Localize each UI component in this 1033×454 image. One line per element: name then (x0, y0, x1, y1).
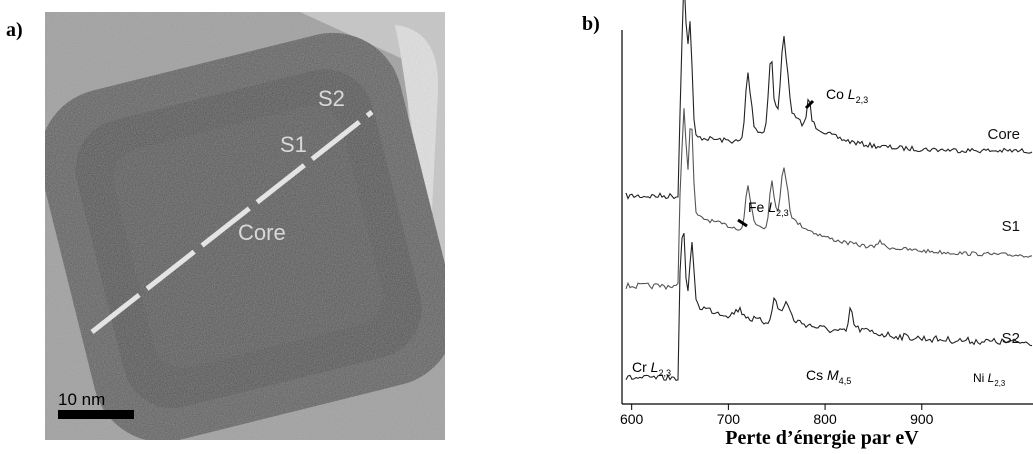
scale-label: 10 nm (58, 390, 105, 409)
arrow (737, 218, 748, 228)
subscript: 2,3 (658, 368, 671, 378)
element: Fe (748, 199, 768, 215)
series-label: S1 (1002, 218, 1020, 235)
x-axis-title: Perte d’énergie par eV (725, 427, 919, 449)
subscript: 2,3 (856, 95, 869, 105)
element: Co (826, 86, 848, 102)
tem-image (45, 12, 445, 440)
panel-label: b) (582, 13, 600, 35)
x-tick-label: 600 (620, 411, 644, 427)
edge: M (827, 367, 839, 383)
subscript: 2,3 (776, 208, 789, 218)
scan-line (90, 110, 374, 334)
spectrum (625, 108, 1033, 291)
edge-label: Ni L2,3 (973, 371, 1005, 388)
element: Ni (973, 371, 988, 385)
element: Cs (806, 367, 827, 383)
spectra (625, 0, 1033, 382)
edge-label: Cs M4,5 (806, 367, 851, 386)
x-tick-label: 900 (910, 411, 934, 427)
edge-label: Cr L2,3 (632, 359, 671, 378)
series-label: S2 (1002, 330, 1020, 347)
edge: L (848, 86, 856, 102)
image-label: Core (238, 220, 286, 245)
x-tick-label: 800 (813, 411, 837, 427)
panel-label: a) (6, 19, 23, 41)
edge: L (768, 199, 776, 215)
series-label: Core (987, 126, 1020, 143)
arrow (804, 99, 815, 110)
image-label: S1 (280, 132, 307, 157)
edge: L (988, 371, 995, 385)
spectrum (625, 232, 1033, 382)
scale-bar (58, 410, 134, 419)
x-tick-label: 700 (717, 411, 741, 427)
edge: L (651, 359, 659, 375)
edge-label: Fe L2,3 (748, 199, 789, 218)
edge-label: Co L2,3 (826, 86, 868, 105)
subscript: 4,5 (839, 376, 852, 386)
element: Cr (632, 359, 651, 375)
image-label: S2 (318, 86, 345, 111)
spectrum (625, 0, 1033, 200)
subscript: 2,3 (994, 379, 1005, 388)
